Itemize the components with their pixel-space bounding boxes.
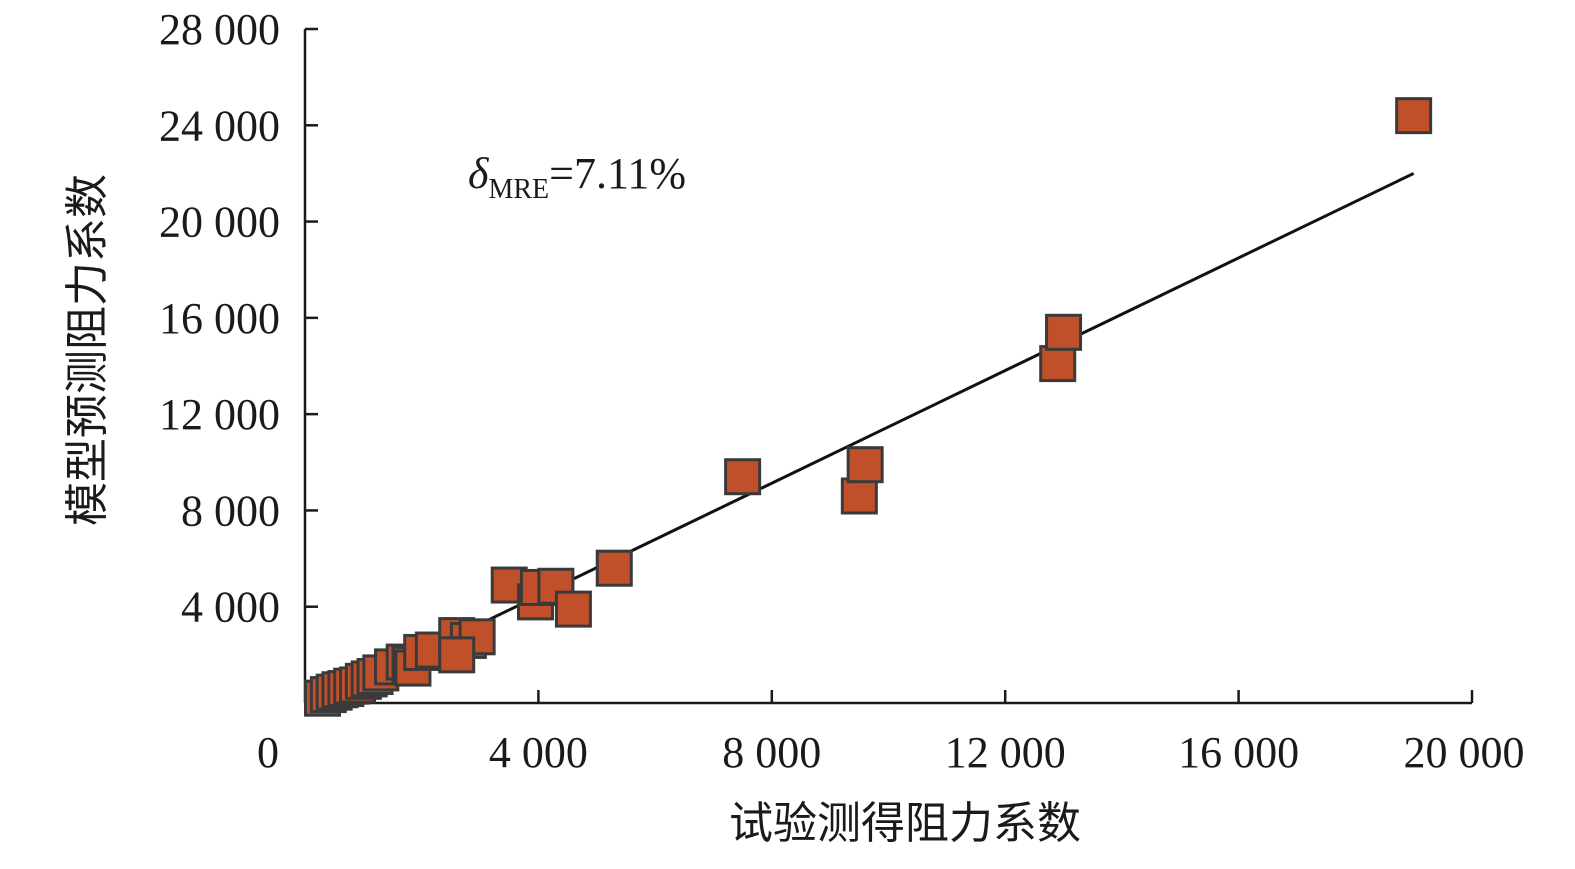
data-point	[840, 477, 878, 515]
delta-subscript: MRE	[488, 174, 549, 205]
y-tick-label: 16 000	[159, 294, 280, 343]
data-point	[846, 446, 884, 484]
data-point	[595, 549, 633, 587]
y-tick-label: 24 000	[159, 101, 280, 150]
y-tick-label: 20 000	[159, 198, 280, 247]
data-point	[438, 636, 476, 674]
x-tick-label: 4 000	[489, 728, 588, 777]
y-tick-label: 28 000	[159, 5, 280, 54]
data-point	[1039, 345, 1077, 383]
x-tick-label: 12 000	[945, 728, 1066, 777]
x-tick-label: 0	[257, 728, 279, 777]
fit-line	[321, 172, 1415, 702]
y-tick-label: 4 000	[181, 583, 280, 632]
y-axis-title: 模型预测阻力系数	[62, 174, 113, 526]
mre-annotation: δMRE=7.11%	[468, 149, 686, 205]
x-tick-label: 20 000	[1404, 728, 1525, 777]
x-ticks: 0 4 000 8 000 12 000 16 000 20 000	[257, 690, 1525, 777]
data-point	[554, 590, 592, 628]
delta-symbol: δ	[468, 149, 490, 198]
data-point	[1395, 97, 1433, 135]
data-point	[1045, 313, 1083, 351]
axes: 4 000 8 000 12 000 16 000 20 000 24 000 28 000…	[159, 5, 1525, 777]
data-points	[304, 97, 1433, 717]
y-tick-label: 12 000	[159, 390, 280, 439]
fit-line-group	[321, 172, 1415, 702]
y-tick-label: 8 000	[181, 486, 280, 535]
y-ticks: 4 000 8 000 12 000 16 000 20 000 24 000 28 000	[159, 5, 318, 632]
x-tick-label: 8 000	[722, 728, 821, 777]
x-tick-label: 16 000	[1178, 728, 1299, 777]
data-point	[724, 458, 762, 496]
x-axis-title: 试验测得阻力系数	[729, 798, 1081, 849]
mre-value: =7.11%	[549, 149, 686, 198]
